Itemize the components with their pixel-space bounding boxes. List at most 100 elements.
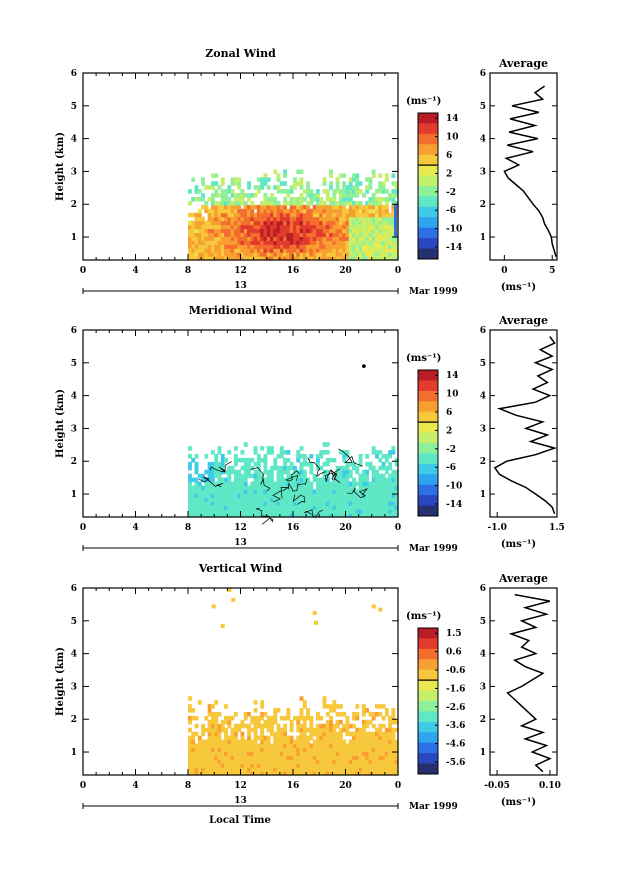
heatmap-cell <box>391 497 396 502</box>
heatmap-cell <box>260 200 265 206</box>
heatmap-cell <box>345 771 350 776</box>
heatmap-cell <box>365 185 370 190</box>
heatmap-cell <box>306 513 311 518</box>
heatmap-cell <box>342 513 347 518</box>
x-tick-label: 12 <box>234 523 247 533</box>
heatmap-cell <box>348 771 353 776</box>
heatmap-cell <box>220 220 225 226</box>
heatmap-cell <box>375 450 379 455</box>
heatmap-cell <box>289 513 294 518</box>
heatmap-cell <box>381 715 386 721</box>
heatmap-cell <box>283 457 288 463</box>
heatmap-cell <box>188 220 192 226</box>
heatmap-cell <box>194 189 199 194</box>
heatmap-cell <box>293 739 297 745</box>
heatmap-cell <box>276 751 281 756</box>
heatmap-cell <box>358 248 363 253</box>
contour-line <box>250 467 271 492</box>
heatmap-cell <box>266 767 271 772</box>
heatmap-cell <box>388 727 393 733</box>
heatmap-cell <box>309 509 314 514</box>
heatmap-cell <box>348 248 353 253</box>
heatmap-cell <box>214 505 219 510</box>
heatmap-cell <box>256 747 261 752</box>
heatmap-cell <box>250 747 255 752</box>
heatmap-cell <box>224 743 228 749</box>
heatmap-cell <box>325 481 330 487</box>
heatmap-cell <box>247 256 251 261</box>
heatmap-cell <box>247 763 251 768</box>
heatmap-cell <box>388 743 393 749</box>
heatmap-cell <box>201 747 206 752</box>
y-tick-label: 2 <box>71 715 77 725</box>
heatmap-cell <box>233 755 238 760</box>
heatmap-cell <box>260 767 265 772</box>
heatmap-cell <box>388 505 393 510</box>
heatmap-cell <box>388 493 393 498</box>
heatmap-cell <box>230 735 235 741</box>
heatmap-cell <box>391 767 396 772</box>
heatmap-cell <box>224 216 228 222</box>
x-tick-label: 8 <box>185 523 191 533</box>
heatmap-cell <box>204 747 209 752</box>
heatmap-cell <box>371 739 376 745</box>
heatmap-cell <box>375 771 379 776</box>
heatmap-cell <box>388 240 393 245</box>
heatmap-cell <box>214 173 219 178</box>
heatmap-cell <box>289 197 294 202</box>
heatmap-cell <box>329 723 333 729</box>
heatmap-cell <box>302 739 307 745</box>
heatmap-cell <box>243 256 248 261</box>
heatmap-cell <box>342 481 347 487</box>
heatmap-cell <box>240 220 245 226</box>
heatmap-cell <box>276 204 281 210</box>
heatmap-cell <box>188 493 192 498</box>
heatmap-cell <box>325 747 330 752</box>
heatmap-cell <box>365 216 370 222</box>
heatmap-cell <box>391 715 396 721</box>
heatmap-cell <box>188 771 192 776</box>
heatmap-cell <box>191 751 196 756</box>
heatmap-cell <box>204 469 209 475</box>
heatmap-cell <box>375 505 379 510</box>
heatmap-cell <box>224 763 228 768</box>
heatmap-cell <box>384 469 389 475</box>
heatmap-cell <box>371 715 376 721</box>
y-tick-label: 3 <box>71 682 77 692</box>
heatmap-cell <box>299 169 304 174</box>
heatmap-cell <box>276 469 281 475</box>
heatmap-cell <box>204 204 209 210</box>
x-tick-label: 8 <box>185 781 191 791</box>
heatmap-cell <box>355 465 360 471</box>
heatmap-cell <box>394 497 399 502</box>
heatmap-cell <box>368 763 373 768</box>
heatmap-cell <box>302 485 307 491</box>
colorbar-tick-label: 14 <box>446 371 459 381</box>
average-profile-line <box>506 593 552 773</box>
heatmap-cell <box>230 228 235 234</box>
heatmap-cell <box>309 252 314 257</box>
heatmap-cell <box>384 248 389 253</box>
average-frame <box>489 72 558 261</box>
heatmap-cell <box>381 212 386 218</box>
heatmap-cell <box>220 208 225 214</box>
heatmap-cell <box>345 743 350 749</box>
heatmap-cell <box>332 473 337 479</box>
heatmap-cell <box>250 204 255 210</box>
heatmap-cell <box>207 771 212 776</box>
heatmap-cell <box>384 509 389 514</box>
heatmap-cell <box>394 244 399 249</box>
heatmap-cell <box>342 743 347 749</box>
heatmap-cell <box>388 485 393 491</box>
heatmap-cell <box>240 252 245 257</box>
colorbar-swatch <box>418 186 438 197</box>
heatmap-cell <box>296 743 301 749</box>
heatmap-cell <box>197 771 202 776</box>
heatmap-cell <box>378 204 383 210</box>
heatmap-cell <box>299 731 304 737</box>
heatmap-cell <box>194 224 199 230</box>
heatmap-cell <box>194 485 199 491</box>
heatmap-cell <box>227 715 232 721</box>
heatmap-cell <box>322 700 327 705</box>
